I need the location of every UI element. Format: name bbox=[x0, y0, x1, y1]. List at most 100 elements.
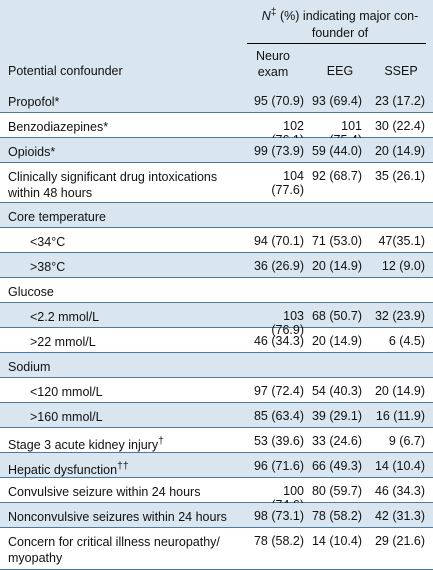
eeg-cell: 20 (14.9) bbox=[311, 334, 362, 348]
row-label: Glucose bbox=[8, 284, 248, 300]
eeg-cell: 66 (49.3) bbox=[311, 459, 362, 473]
eeg-cell: 71 (53.0) bbox=[311, 234, 362, 248]
neuro-exam-cell: 99 (73.9) bbox=[253, 144, 304, 158]
eeg-cell: 92 (68.7) bbox=[311, 169, 362, 183]
ssep-cell: 6 (4.5) bbox=[388, 334, 425, 348]
row-label-text: <34°C bbox=[30, 235, 66, 249]
row-label-text: >22 mmol/L bbox=[30, 335, 96, 349]
ssep-cell: 35 (26.1) bbox=[374, 169, 425, 183]
neuro-exam-cell: 97 (72.4) bbox=[253, 384, 304, 398]
table-row: Nonconvulsive seizures within 24 hours 98… bbox=[0, 503, 433, 528]
neuro-exam-cell: 103 (76.9) bbox=[271, 309, 304, 337]
neuro-exam-cell: 78 (58.2) bbox=[253, 534, 304, 548]
footnote-mark: †† bbox=[117, 461, 129, 472]
table-row: Stage 3 acute kidney injury† 53 (39.6) 33 … bbox=[0, 428, 433, 453]
table-body: Propofol* 95 (70.9) 93 (69.4) 23 (17.2) Benz… bbox=[0, 88, 433, 570]
table-row: Glucose bbox=[0, 278, 433, 303]
eeg-cell: 59 (44.0) bbox=[311, 144, 362, 158]
row-label-text: Nonconvulsive seizures within 24 hours bbox=[8, 510, 227, 524]
table-row: Clinically significant drug intoxication… bbox=[0, 163, 433, 203]
table-row: Sodium bbox=[0, 353, 433, 378]
group-header-text: (%) indicating major con-founder of bbox=[276, 9, 419, 41]
row-label-text: Sodium bbox=[8, 360, 51, 374]
neuro-exam-cell: 53 (39.6) bbox=[253, 434, 304, 448]
row-label: Opioids* bbox=[8, 144, 248, 160]
row-label-text: Core temperature bbox=[8, 210, 106, 224]
row-label-text: Glucose bbox=[8, 285, 54, 299]
row-label-text: Propofol* bbox=[8, 95, 60, 109]
eeg-cell: 54 (40.3) bbox=[311, 384, 362, 398]
eeg-cell: 80 (59.7) bbox=[311, 484, 362, 498]
eeg-cell: 93 (69.4) bbox=[311, 94, 362, 108]
ssep-cell: 20 (14.9) bbox=[374, 144, 425, 158]
neuro-exam-cell: 36 (26.9) bbox=[253, 259, 304, 273]
ssep-cell: 42 (31.3) bbox=[374, 509, 425, 523]
ssep-cell: 32 (23.9) bbox=[374, 309, 425, 323]
footnote-mark: † bbox=[158, 436, 164, 447]
neuro-exam-cell: 104 (77.6) bbox=[271, 169, 304, 197]
ssep-cell: 23 (17.2) bbox=[374, 94, 425, 108]
ssep-cell: 14 (10.4) bbox=[374, 459, 425, 473]
row-label-text: >160 mmol/L bbox=[30, 410, 103, 424]
row-label: Propofol* bbox=[8, 94, 248, 110]
column-group-header: N‡ (%) indicating major con-founder of bbox=[247, 4, 433, 42]
row-label-text: Concern for critical illness neuropathy/… bbox=[8, 535, 220, 565]
neuro-exam-cell: 46 (34.3) bbox=[253, 334, 304, 348]
header-ssep: SSEP bbox=[384, 64, 418, 78]
row-label: <120 mmol/L bbox=[30, 384, 270, 400]
table-row: Core temperature bbox=[0, 203, 433, 228]
neuro-exam-cell: 96 (71.6) bbox=[253, 459, 304, 473]
ssep-cell: 20 (14.9) bbox=[374, 384, 425, 398]
ssep-cell: 46 (34.3) bbox=[374, 484, 425, 498]
double-dagger-mark: ‡ bbox=[270, 7, 277, 18]
neuro-exam-cell: 94 (70.1) bbox=[253, 234, 304, 248]
row-label: Stage 3 acute kidney injury† bbox=[8, 434, 248, 453]
table-row: <120 mmol/L 97 (72.4) 54 (40.3) 20 (14.9) bbox=[0, 378, 433, 403]
ssep-cell: 29 (21.6) bbox=[374, 534, 425, 548]
neuro-exam-cell: 85 (63.4) bbox=[253, 409, 304, 423]
header-neuro-exam: Neuro exam bbox=[255, 49, 291, 79]
table-row: Opioids* 99 (73.9) 59 (44.0) 20 (14.9) bbox=[0, 138, 433, 163]
table-row: >22 mmol/L 46 (34.3) 20 (14.9) 6 (4.5) bbox=[0, 328, 433, 353]
ssep-cell: 12 (9.0) bbox=[381, 259, 425, 273]
row-label-text: Benzodiazepines* bbox=[8, 120, 109, 134]
row-label: >22 mmol/L bbox=[30, 334, 270, 350]
row-label-text: >38°C bbox=[30, 260, 66, 274]
neuro-exam-cell: 98 (73.1) bbox=[253, 509, 304, 523]
row-label-text: <120 mmol/L bbox=[30, 385, 103, 399]
table-row: Benzodiazepines*102 (76.1)101 (75.4)30 (… bbox=[0, 113, 433, 147]
table-row: >160 mmol/L 85 (63.4) 39 (29.1) 16 (11.9) bbox=[0, 403, 433, 428]
table-row: Concern for critical illness neuropathy/… bbox=[0, 528, 433, 570]
table-row: Hepatic dysfunction†† 96 (71.6) 66 (49.3) 1… bbox=[0, 453, 433, 478]
row-label-text: <2.2 mmol/L bbox=[30, 310, 100, 324]
row-label: Concern for critical illness neuropathy/… bbox=[8, 534, 248, 566]
row-label: Benzodiazepines* bbox=[8, 119, 248, 135]
row-label: <2.2 mmol/L bbox=[30, 309, 270, 325]
row-label: >160 mmol/L bbox=[30, 409, 270, 425]
row-label-text: Clinically significant drug intoxication… bbox=[8, 170, 218, 200]
row-label-text: Convulsive seizure within 24 hours bbox=[8, 485, 201, 499]
table-row: Propofol* 95 (70.9) 93 (69.4) 23 (17.2) bbox=[0, 88, 433, 113]
header-eeg: EEG bbox=[326, 64, 354, 78]
n-symbol: N bbox=[261, 9, 271, 24]
eeg-cell: 78 (58.2) bbox=[311, 509, 362, 523]
ssep-cell: 16 (11.9) bbox=[375, 409, 425, 423]
row-label-text: Opioids* bbox=[8, 145, 56, 159]
group-rule bbox=[247, 43, 426, 44]
ssep-cell: 30 (22.4) bbox=[374, 119, 425, 133]
header-potential-confounder: Potential confounder bbox=[8, 64, 123, 78]
row-label: Core temperature bbox=[8, 209, 248, 225]
eeg-cell: 68 (50.7) bbox=[311, 309, 362, 323]
row-label: Convulsive seizure within 24 hours bbox=[8, 484, 248, 500]
table-row: <34°C 94 (70.1) 71 (53.0) 47(35.1) bbox=[0, 228, 433, 253]
row-label: Sodium bbox=[8, 359, 248, 375]
ssep-cell: 9 (6.7) bbox=[388, 434, 425, 448]
eeg-cell: 33 (24.6) bbox=[311, 434, 362, 448]
eeg-cell: 20 (14.9) bbox=[311, 259, 362, 273]
row-label: >38°C bbox=[30, 259, 270, 275]
table-row: >38°C 36 (26.9) 20 (14.9) 12 (9.0) bbox=[0, 253, 433, 278]
row-label: <34°C bbox=[30, 234, 270, 250]
table-row: <2.2 mmol/L 103 (76.9) 68 (50.7) 32 (23.9) bbox=[0, 303, 433, 337]
